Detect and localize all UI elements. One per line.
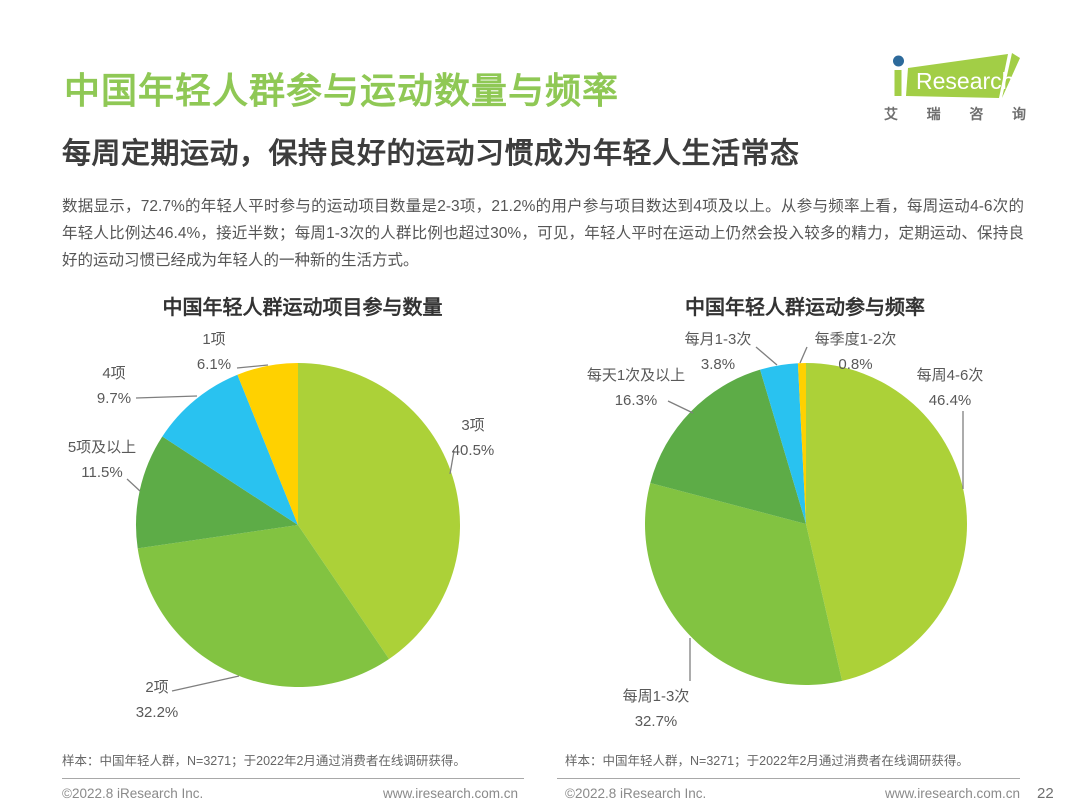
logo-shape xyxy=(906,54,1008,98)
iresearch-logo-mark: Research xyxy=(893,53,1020,98)
pie-label-name: 3项 xyxy=(461,417,485,434)
leader-line xyxy=(755,346,778,366)
pie-slice xyxy=(797,363,806,524)
iresearch-logo: Research 艾 瑞 咨 询 xyxy=(880,50,1032,122)
footer-left: ©2022.8 iResearch Inc. www.iresearch.com… xyxy=(62,786,518,801)
pie-slice xyxy=(760,363,806,524)
logo-tagline-char: 咨 xyxy=(969,106,984,122)
pie-label-value: 32.7% xyxy=(634,713,678,730)
logo-i-stem xyxy=(894,70,902,96)
pie-label: 每周4-6次 46.4% xyxy=(910,363,990,413)
pie-label-name: 每周4-6次 xyxy=(916,367,984,384)
copyright-text: ©2022.8 iResearch Inc. xyxy=(565,786,707,801)
pie-label-name: 每周1-3次 xyxy=(622,688,690,705)
pie-label-value: 9.7% xyxy=(96,390,132,407)
logo-text: Research xyxy=(916,68,1014,94)
pie-label: 5项及以上 11.5% xyxy=(47,435,157,485)
pie-label-name: 2项 xyxy=(145,679,169,696)
sample-note: 样本：中国年轻人群，N=3271；于2022年2月通过消费者在线调研获得。 xyxy=(565,754,969,768)
pie-slice xyxy=(806,363,968,681)
leader-line xyxy=(236,364,269,369)
pie-slice xyxy=(136,436,298,549)
pie-label-name: 1项 xyxy=(202,331,226,348)
leader-line xyxy=(135,395,198,399)
pie-slice xyxy=(298,363,461,659)
footer-divider xyxy=(62,778,524,779)
website-text: www.iresearch.com.cn xyxy=(884,786,1020,801)
chart-sports-frequency: 中国年轻人群运动参与频率 每月1-3次 3.8% 每季度1-2次 0.8% 每天… xyxy=(560,283,1050,753)
pie-label: 4项 9.7% xyxy=(74,361,154,411)
logo-tagline-char: 询 xyxy=(1011,106,1026,122)
pie-slice xyxy=(137,525,390,688)
pie-label-value: 46.4% xyxy=(928,392,972,409)
logo-tagline-char: 瑞 xyxy=(926,106,941,122)
pie-label-name: 每月1-3次 xyxy=(684,331,752,348)
pie-slice xyxy=(650,369,806,524)
pie-label-value: 3.8% xyxy=(700,356,736,373)
pie-slice xyxy=(162,374,298,525)
copyright-text: ©2022.8 iResearch Inc. xyxy=(62,786,204,801)
leader-line xyxy=(799,346,808,364)
pie-label-value: 0.8% xyxy=(838,356,873,373)
pie-chart-sports-count xyxy=(136,363,461,688)
pie-label: 2项 32.2% xyxy=(117,675,197,725)
website-text: www.iresearch.com.cn xyxy=(382,786,518,801)
logo-i-dot xyxy=(893,55,904,67)
leader-line xyxy=(171,675,240,692)
pie-chart-sports-frequency xyxy=(644,363,968,686)
pie-label-name: 5项及以上 xyxy=(67,439,137,456)
pie-slice xyxy=(237,363,298,525)
chart-sports-count: 中国年轻人群运动项目参与数量 1项 6.1% 4项 9.7% 5项及以上 11.… xyxy=(60,283,545,753)
footer-divider xyxy=(557,778,1020,779)
pie-label-value: 16.3% xyxy=(614,392,658,409)
logo-slash-sliver xyxy=(1002,53,1020,98)
page-subtitle: 每周定期运动，保持良好的运动习惯成为年轻人生活常态 xyxy=(62,138,800,170)
intro-paragraph: 数据显示，72.7%的年轻人平时参与的运动项目数量是2-3项，21.2%的用户参… xyxy=(62,198,1024,269)
pie-label: 每月1-3次 3.8% xyxy=(668,327,768,377)
pie-label-value: 6.1% xyxy=(196,356,232,373)
pie-label: 每周1-3次 32.7% xyxy=(616,684,696,734)
page-title: 中国年轻人群参与运动数量与频率 xyxy=(64,70,620,111)
pie-label-name: 每天1次及以上 xyxy=(586,367,686,384)
footer-right: ©2022.8 iResearch Inc. www.iresearch.com… xyxy=(565,786,1020,801)
chart-title: 中国年轻人群运动项目参与数量 xyxy=(162,297,443,319)
chart-title: 中国年轻人群运动参与频率 xyxy=(685,297,925,319)
pie-label-name: 每季度1-2次 xyxy=(814,331,897,348)
pie-slice xyxy=(644,482,843,686)
pie-label: 1项 6.1% xyxy=(174,327,254,377)
pie-label-value: 11.5% xyxy=(81,464,123,481)
leader-line xyxy=(126,478,141,492)
leader-line xyxy=(667,400,694,414)
leader-line xyxy=(449,450,455,475)
pie-label-value: 32.2% xyxy=(135,704,179,721)
pie-label: 3项 40.5% xyxy=(433,413,513,463)
pie-label: 每天1次及以上 16.3% xyxy=(576,363,696,413)
pie-label-value: 40.5% xyxy=(451,442,495,459)
pie-label: 每季度1-2次 0.8% xyxy=(803,327,908,377)
page-number: 22 xyxy=(1037,785,1054,802)
logo-tagline: 艾 瑞 咨 询 xyxy=(884,104,1026,124)
logo-tagline-char: 艾 xyxy=(884,106,898,122)
sample-note: 样本：中国年轻人群，N=3271；于2022年2月通过消费者在线调研获得。 xyxy=(62,754,466,768)
pie-label-name: 4项 xyxy=(102,365,126,382)
